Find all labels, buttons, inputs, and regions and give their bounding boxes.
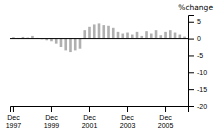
tick-label-line: 1999 (44, 122, 60, 129)
y-tick: -15 (188, 86, 207, 93)
bar (178, 35, 181, 39)
tick-mark (165, 106, 166, 112)
tick-label: 0 (197, 35, 201, 42)
bar (88, 27, 91, 39)
bar (121, 34, 124, 39)
tick-mark (188, 39, 194, 40)
y-tick: -5 (188, 52, 203, 59)
axis-line (189, 16, 195, 107)
bar (79, 39, 82, 49)
tick-label-line: Dec (45, 114, 58, 121)
tick-label-line: 2001 (82, 122, 98, 129)
x-tick: Dec2001 (82, 106, 98, 129)
tick-mark (13, 106, 14, 112)
bar (174, 33, 177, 39)
y-tick: -20 (188, 103, 207, 110)
tick-label: -20 (197, 103, 207, 110)
tick-label: Dec1999 (44, 114, 60, 129)
tick-label: -15 (197, 86, 207, 93)
tick-label-line: Dec (121, 114, 134, 121)
x-tick: Dec1999 (44, 106, 60, 129)
tick-label-line: Dec (83, 114, 96, 121)
tick-label: Dec2003 (120, 114, 136, 129)
bar (145, 31, 148, 38)
x-axis: Dec1997Dec1999Dec2001Dec2003Dec2005 (6, 106, 189, 129)
axis-line (11, 107, 189, 113)
x-tick: Dec2005 (158, 106, 174, 129)
tick-label: Dec2001 (82, 114, 98, 129)
title: %change (178, 3, 213, 12)
tick-mark (51, 106, 52, 112)
bar (93, 24, 96, 38)
bar (69, 39, 72, 52)
tick-label: -10 (197, 69, 207, 76)
tick-label-line: 2003 (120, 122, 136, 129)
bar (55, 39, 58, 44)
y-tick: 0 (188, 35, 201, 42)
bar (126, 33, 129, 39)
bar (107, 26, 110, 39)
tick-mark (89, 106, 90, 112)
bar (64, 39, 67, 51)
bar (83, 30, 86, 38)
bar (169, 30, 172, 38)
bar (117, 32, 120, 39)
bar (60, 39, 63, 47)
bar (150, 34, 153, 39)
zero-line (10, 38, 188, 39)
x-tick: Dec1997 (6, 106, 22, 129)
bar (136, 32, 139, 39)
tick-mark (127, 106, 128, 112)
chart: 50-5-10-15-20Dec1997Dec1999Dec2001Dec200… (0, 0, 215, 132)
x-tick: Dec2003 (120, 106, 136, 129)
bar (74, 39, 77, 51)
tick-label-line: 1997 (6, 122, 22, 129)
bar (159, 35, 162, 38)
y-tick: -10 (188, 69, 207, 76)
tick-label: Dec2005 (158, 114, 174, 129)
bar (164, 32, 167, 39)
y-axis: 5 0 -5 -10 -15 -20 (188, 16, 207, 110)
tick-mark (188, 22, 194, 23)
bar (131, 35, 134, 39)
tick-label: 5 (197, 18, 201, 25)
tick-mark (188, 89, 194, 90)
tick-label-line: Dec (159, 114, 172, 121)
tick-mark (188, 55, 194, 56)
bar (112, 28, 115, 39)
tick-label: Dec1997 (6, 114, 22, 129)
tick-label-line: Dec (7, 114, 20, 121)
y-tick: 5 (188, 18, 201, 25)
tick-label: -5 (197, 52, 203, 59)
plot-area (10, 23, 188, 52)
tick-label-line: 2005 (158, 122, 174, 129)
bar (155, 30, 158, 38)
bar (102, 25, 105, 38)
tick-mark (188, 72, 194, 73)
bar (98, 23, 101, 38)
